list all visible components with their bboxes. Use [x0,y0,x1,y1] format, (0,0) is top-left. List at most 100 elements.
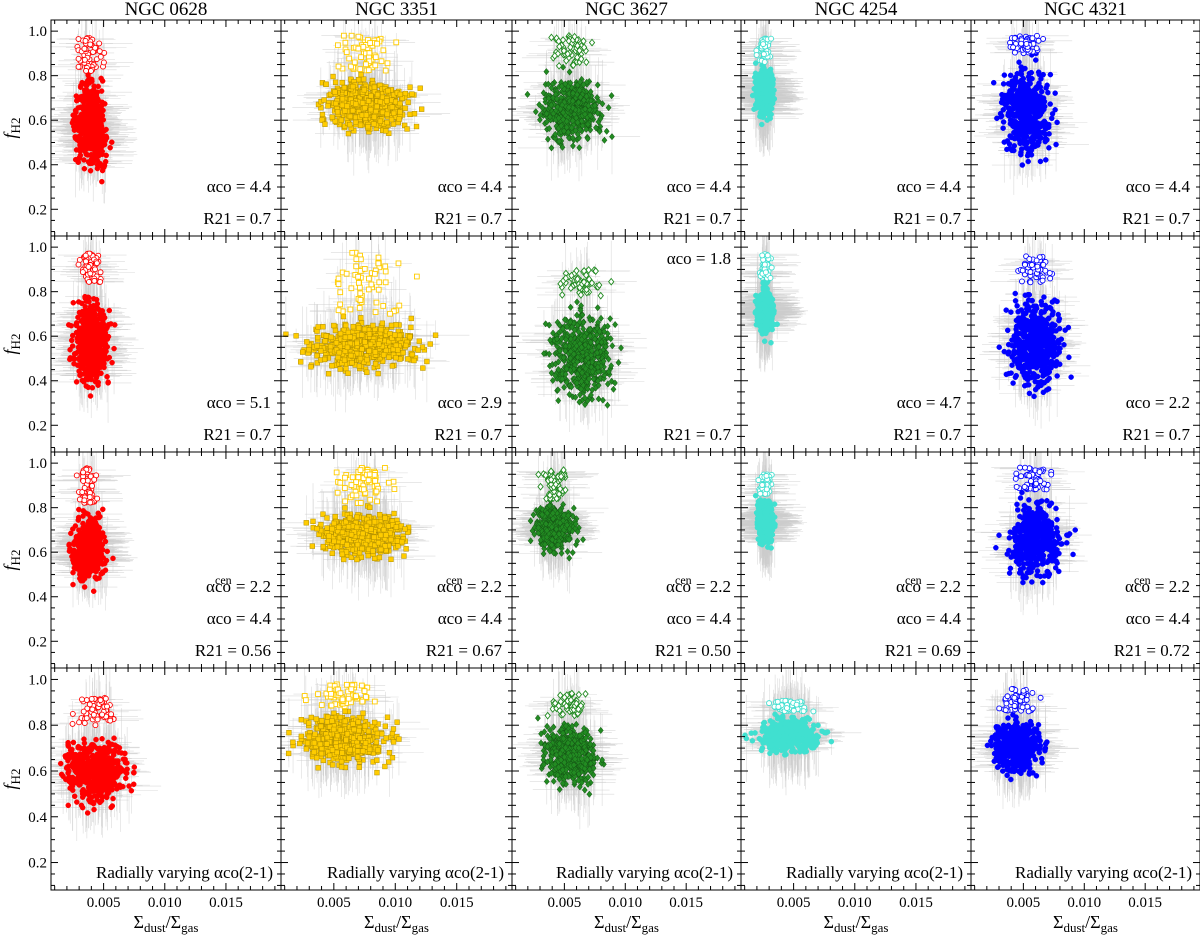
data-point [539,104,546,112]
data-point [350,107,356,114]
data-point [545,94,552,103]
data-point [601,136,608,144]
data-point [342,108,348,114]
data-point [548,84,555,92]
data-point [362,105,368,111]
data-point [756,84,763,91]
saturated-point [358,54,364,61]
data-point [765,77,771,84]
data-point [109,139,115,146]
saturated-point [768,35,775,42]
y-tick-label: 0.4 [28,158,47,174]
data-point [81,118,88,124]
data-point [365,98,372,104]
panel-annotation: R21 = 0.7 [893,209,961,228]
data-point [524,90,531,98]
data-point [69,120,76,126]
data-point [552,130,559,139]
data-point [75,159,82,166]
data-point [576,144,583,152]
data-point [87,168,94,174]
data-point [341,123,348,129]
saturated-point [548,33,555,42]
data-point [587,111,594,119]
data-point [555,114,562,122]
data-point [70,112,76,118]
data-point [100,133,106,139]
data-point [585,102,592,110]
data-point [605,104,612,112]
data-point [87,131,93,137]
saturated-point [340,32,347,39]
saturated-point [378,58,385,65]
data-point [609,133,615,141]
y-axis-label: fH2 [0,118,23,139]
data-point [344,103,350,109]
saturated-point [96,40,103,47]
data-point [76,133,82,140]
data-point [355,76,362,83]
saturated-point [588,38,596,47]
data-point [345,130,352,137]
panel-annotation: αco = 4.4 [207,177,272,196]
data-point [73,115,80,122]
data-point [756,101,762,107]
data-point [73,147,80,153]
data-point [332,89,338,95]
data-point [321,97,327,103]
data-point [578,117,585,125]
data-point [409,91,415,97]
data-point [374,103,380,110]
data-point [384,119,390,126]
saturated-point [583,58,590,67]
data-point [396,116,402,122]
data-point [548,144,555,152]
data-point [554,103,561,111]
data-point [338,117,345,123]
data-point [107,144,113,151]
column-title: NGC 3627 [585,0,668,20]
data-point [385,88,391,94]
saturated-point [83,67,90,74]
panel-r1-c1: 0.2 0.4 0.6 0.8 1.0 fH2 NGC 0628 αco = 4.4 R21 =… [0,0,282,237]
data-point [90,92,97,99]
data-point [95,149,101,156]
data-point [389,104,395,110]
saturated-point [567,43,574,52]
data-point [544,135,551,143]
saturated-point [384,60,391,67]
data-point [577,78,584,86]
data-point [365,123,371,130]
panel-annotation: R21 = 0.7 [663,209,731,228]
saturated-point [367,40,373,46]
data-point [411,111,418,117]
saturated-point [355,45,362,52]
saturated-point [761,59,768,65]
data-point [584,135,591,143]
saturated-point [342,39,349,46]
data-point [608,92,615,100]
data-point [94,165,101,172]
data-point [78,127,85,134]
data-point [391,110,397,116]
panel-r1-c2: NGC 3351 αco = 4.4 R21 = 0.7 [280,0,513,237]
data-point [99,178,105,185]
data-point [98,88,105,94]
y-axis-label-sub: H2 [8,118,23,134]
data-point [572,126,579,135]
data-point [82,135,88,141]
scatter-group [51,20,138,204]
saturated-point [753,52,760,58]
saturated-point [357,66,364,72]
saturated-point [335,63,342,70]
saturated-point [564,50,571,58]
data-point [546,124,553,133]
data-point [77,121,84,128]
data-point [569,97,576,105]
data-point [540,89,547,97]
data-point [79,79,85,86]
data-point [758,72,764,78]
data-point [556,137,563,145]
data-point [368,93,374,99]
panel-r1-c4: NGC 4254 αco = 4.4 R21 = 0.7 [740,0,972,237]
